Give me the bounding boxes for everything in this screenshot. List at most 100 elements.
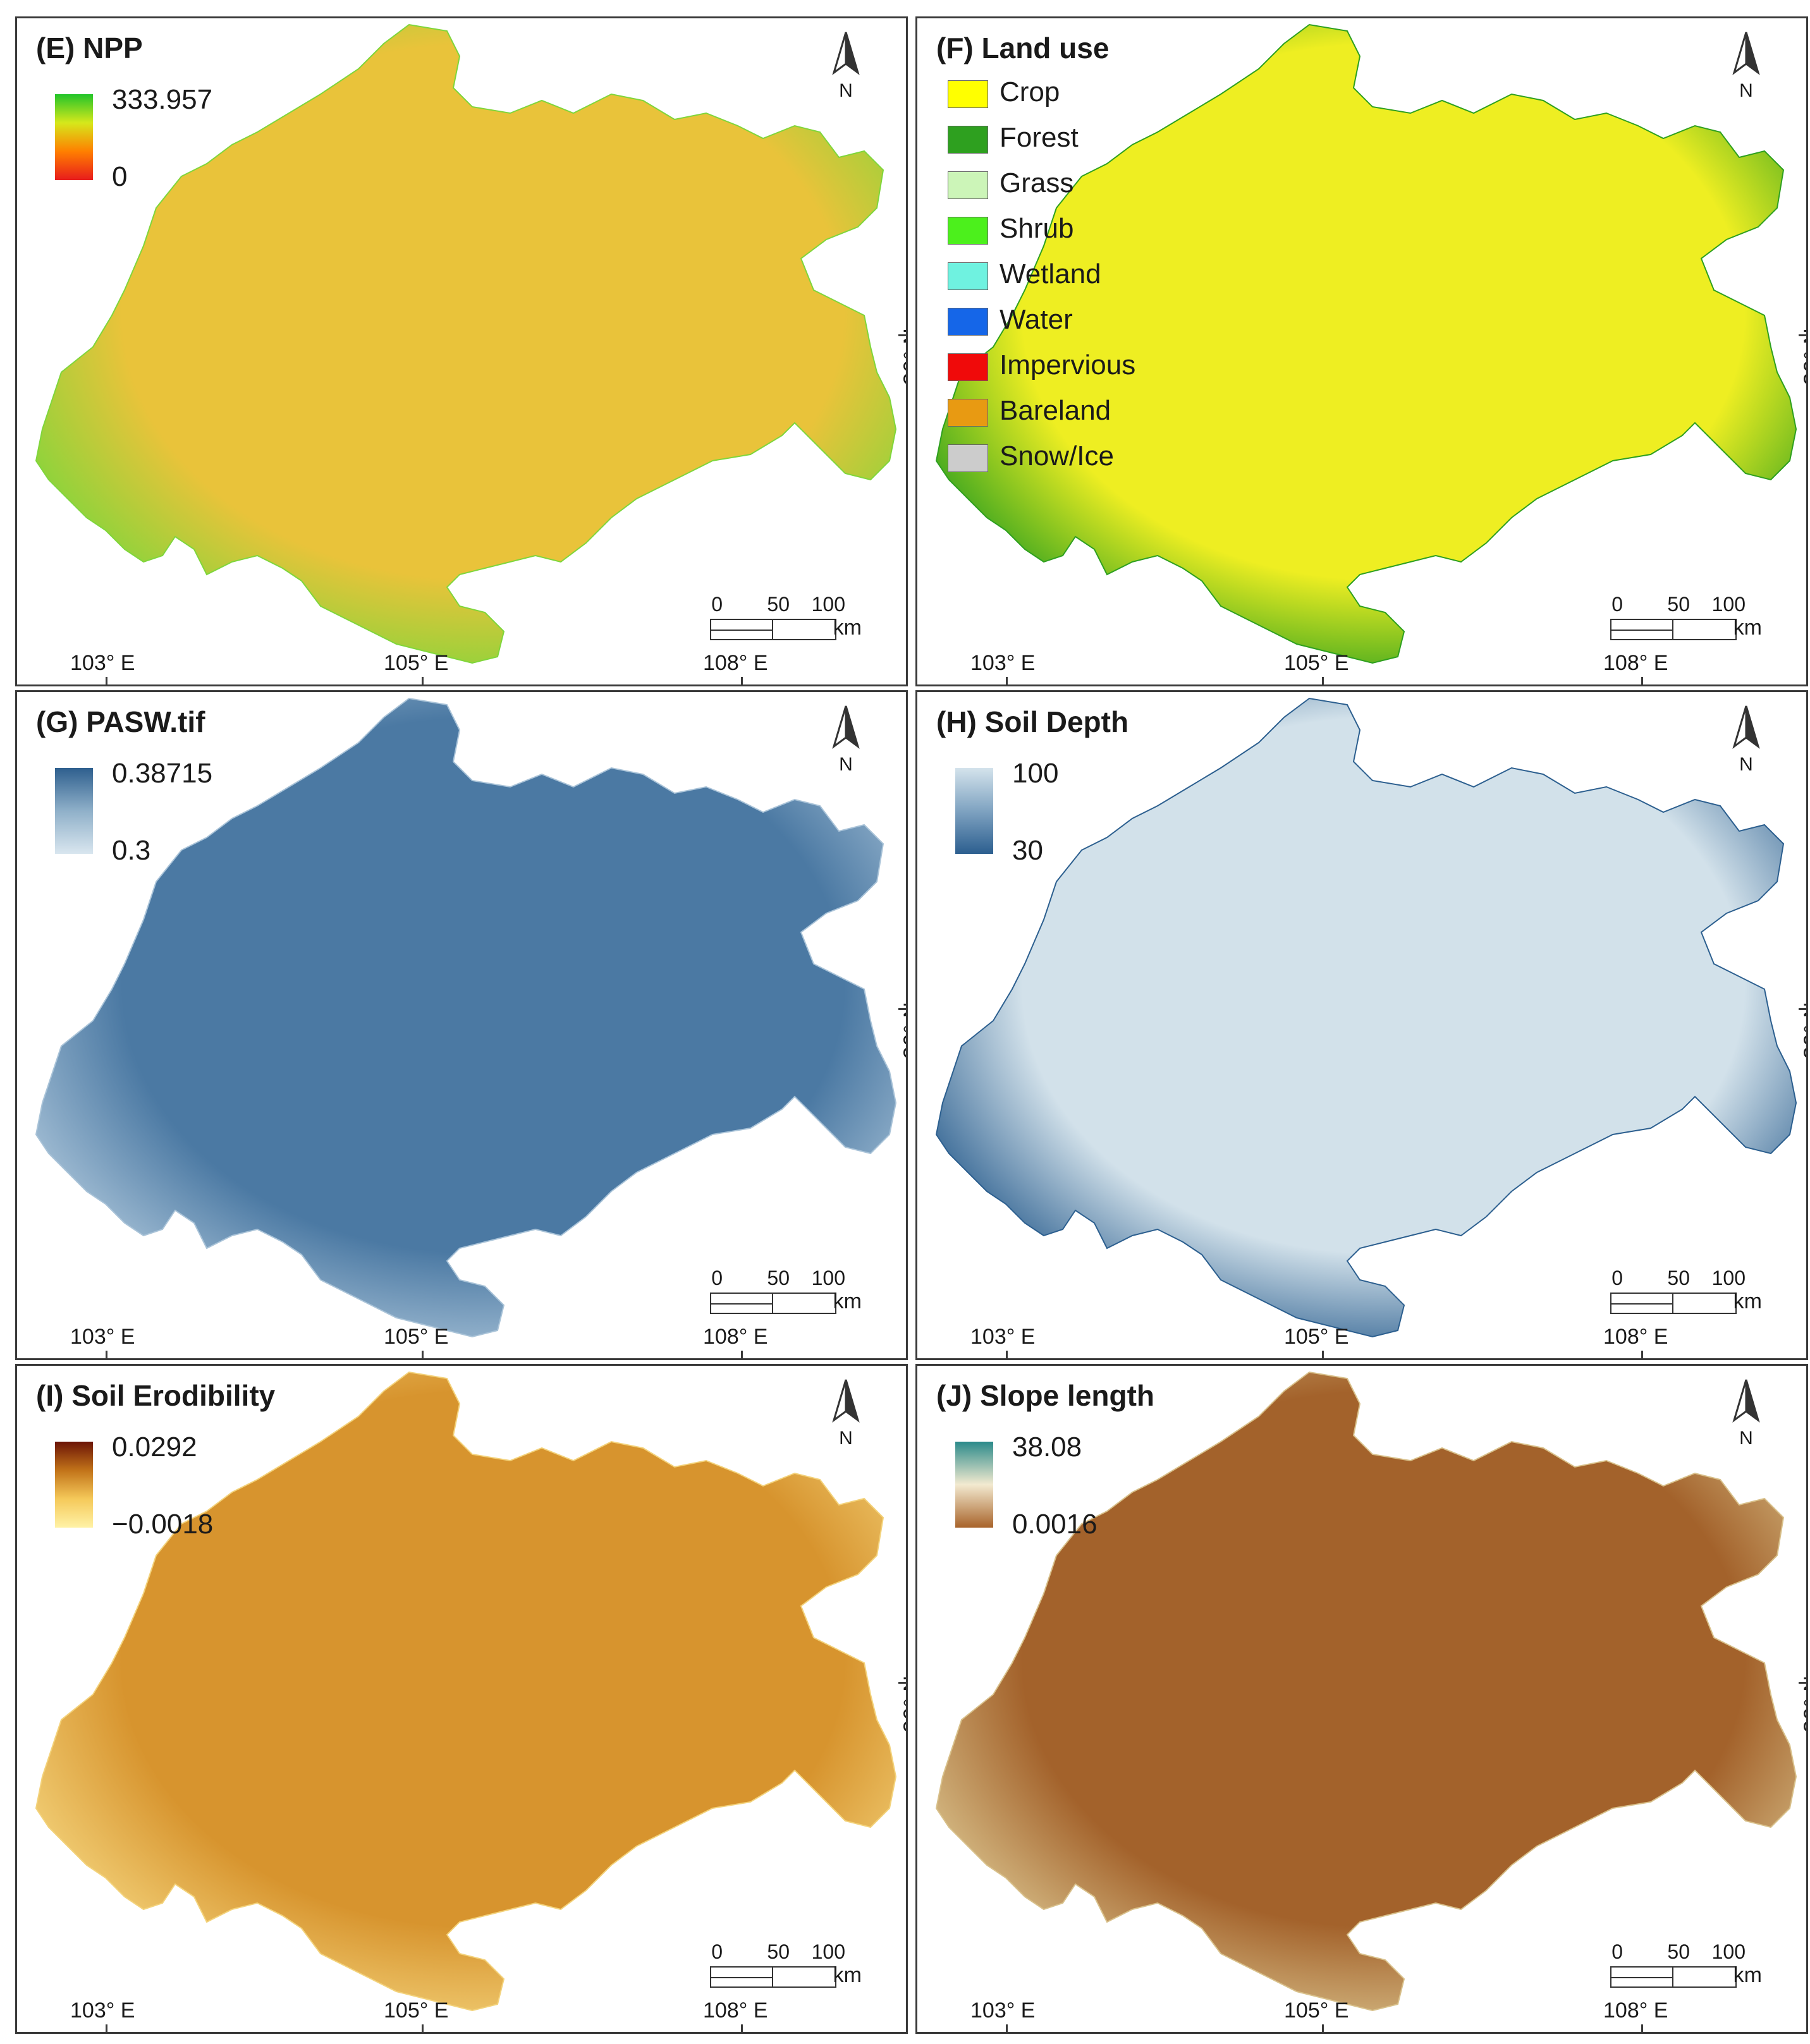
svg-text:N: N xyxy=(839,1428,853,1449)
lon-label: 105° E xyxy=(1284,1998,1349,2023)
scale-tick-label: 100 xyxy=(811,1940,845,1963)
scale-bar xyxy=(710,1966,836,1988)
lon-label: 103° E xyxy=(970,651,1036,675)
legend-swatch xyxy=(948,444,988,472)
legend-label: Water xyxy=(1000,304,1073,335)
legend-min-label: 30 xyxy=(1012,835,1043,866)
legend-swatch xyxy=(948,399,988,427)
panel-title: (J) Slope length xyxy=(936,1379,1154,1412)
panel-title: (F) Land use xyxy=(936,32,1110,64)
lat-label: 30° N xyxy=(898,328,908,386)
lon-label: 108° E xyxy=(1603,1998,1668,2023)
lon-tick xyxy=(741,677,743,684)
scale-tick-label: 0 xyxy=(711,1267,723,1289)
scale-tick-label: 50 xyxy=(767,1940,790,1963)
map-panel-f: (F) Land use Crop Forest Grass Shrub Wetland… xyxy=(915,16,1808,686)
region-map xyxy=(935,23,1797,664)
map-panel-j: (J) Slope length 38.08 0.0016 N 30° N 103… xyxy=(915,1364,1808,2034)
legend-label: Shrub xyxy=(1000,213,1074,244)
north-arrow-icon: N xyxy=(1732,1379,1760,1449)
legend-label: Crop xyxy=(1000,76,1060,107)
svg-text:N: N xyxy=(839,80,853,101)
lon-label: 105° E xyxy=(384,1325,449,1349)
lon-tick xyxy=(422,1351,424,1358)
panel-title: (H) Soil Depth xyxy=(936,705,1129,738)
lon-tick xyxy=(1006,2024,1008,2032)
panel-title: (G) PASW.tif xyxy=(36,705,205,738)
lat-label: 30° N xyxy=(1799,328,1808,386)
lon-tick xyxy=(1322,1351,1324,1358)
map-panel-i: (I) Soil Erodibility 0.0292 −0.0018 N 30°… xyxy=(15,1364,908,2034)
legend-label: Snow/Ice xyxy=(1000,441,1114,471)
lat-tick xyxy=(898,334,906,336)
scale-tick-label: 100 xyxy=(1711,1940,1746,1963)
lon-label: 105° E xyxy=(384,651,449,675)
lon-label: 103° E xyxy=(70,1998,135,2023)
scale-tick-label: 100 xyxy=(811,593,845,616)
lon-tick xyxy=(422,677,424,684)
legend-label: Bareland xyxy=(1000,395,1111,426)
svg-text:N: N xyxy=(1739,754,1753,775)
region-map xyxy=(35,1371,897,2012)
lon-tick xyxy=(422,2024,424,2032)
region-map xyxy=(35,697,897,1338)
north-arrow-icon: N xyxy=(832,32,860,101)
panel-title: (I) Soil Erodibility xyxy=(36,1379,276,1412)
legend-color-ramp xyxy=(955,1442,993,1528)
lon-label: 103° E xyxy=(70,1325,135,1349)
region-map xyxy=(935,697,1797,1338)
lon-tick xyxy=(106,677,107,684)
legend-swatch xyxy=(948,262,988,290)
legend-min-label: 0 xyxy=(112,161,128,192)
scale-unit: km xyxy=(1733,1289,1762,1313)
scale-tick-label: 100 xyxy=(1711,1267,1746,1289)
scale-bar xyxy=(1610,1293,1737,1314)
lat-tick xyxy=(1799,1008,1806,1010)
lon-label: 103° E xyxy=(970,1998,1036,2023)
panel-title: (E) NPP xyxy=(36,32,143,64)
scale-bar xyxy=(710,1293,836,1314)
legend-max-label: 0.0292 xyxy=(112,1432,197,1463)
region-map xyxy=(35,23,897,664)
legend-min-label: −0.0018 xyxy=(112,1509,214,1540)
region-map xyxy=(935,1371,1797,2012)
legend-label: Grass xyxy=(1000,167,1074,198)
legend-label: Forest xyxy=(1000,122,1079,153)
lat-label: 30° N xyxy=(898,1676,908,1733)
lon-tick xyxy=(1322,2024,1324,2032)
lon-label: 105° E xyxy=(1284,651,1349,675)
lon-label: 105° E xyxy=(1284,1325,1349,1349)
lat-label: 30° N xyxy=(1799,1002,1808,1059)
lat-label: 30° N xyxy=(898,1002,908,1059)
legend-min-label: 0.3 xyxy=(112,835,151,866)
scale-tick-label: 0 xyxy=(1611,1267,1623,1289)
scale-tick-label: 100 xyxy=(811,1267,845,1289)
lon-tick xyxy=(1322,677,1324,684)
lat-tick xyxy=(1799,1682,1806,1684)
legend-swatch xyxy=(948,126,988,154)
lon-label: 108° E xyxy=(703,1998,768,2023)
north-arrow-icon: N xyxy=(832,705,860,775)
scale-tick-label: 50 xyxy=(1667,1940,1690,1963)
scale-tick-label: 50 xyxy=(1667,593,1690,616)
lon-tick xyxy=(106,2024,107,2032)
legend-swatch xyxy=(948,353,988,381)
scale-unit: km xyxy=(1733,1963,1762,1987)
legend-max-label: 333.957 xyxy=(112,84,213,115)
legend-swatch xyxy=(948,217,988,245)
scale-bar xyxy=(1610,1966,1737,1988)
svg-text:N: N xyxy=(839,754,853,775)
lat-label: 30° N xyxy=(1799,1676,1808,1733)
lon-tick xyxy=(106,1351,107,1358)
map-panel-e: (E) NPP 333.957 0 N 30° N 103° E 105° E 1… xyxy=(15,16,908,686)
scale-bar xyxy=(1610,619,1737,640)
lon-tick xyxy=(1006,677,1008,684)
legend-color-ramp xyxy=(55,768,93,854)
scale-tick-label: 50 xyxy=(767,593,790,616)
scale-unit: km xyxy=(1733,616,1762,640)
lon-tick xyxy=(1641,2024,1643,2032)
lon-label: 103° E xyxy=(970,1325,1036,1349)
lon-label: 103° E xyxy=(70,651,135,675)
lon-tick xyxy=(1006,1351,1008,1358)
lon-label: 108° E xyxy=(1603,651,1668,675)
